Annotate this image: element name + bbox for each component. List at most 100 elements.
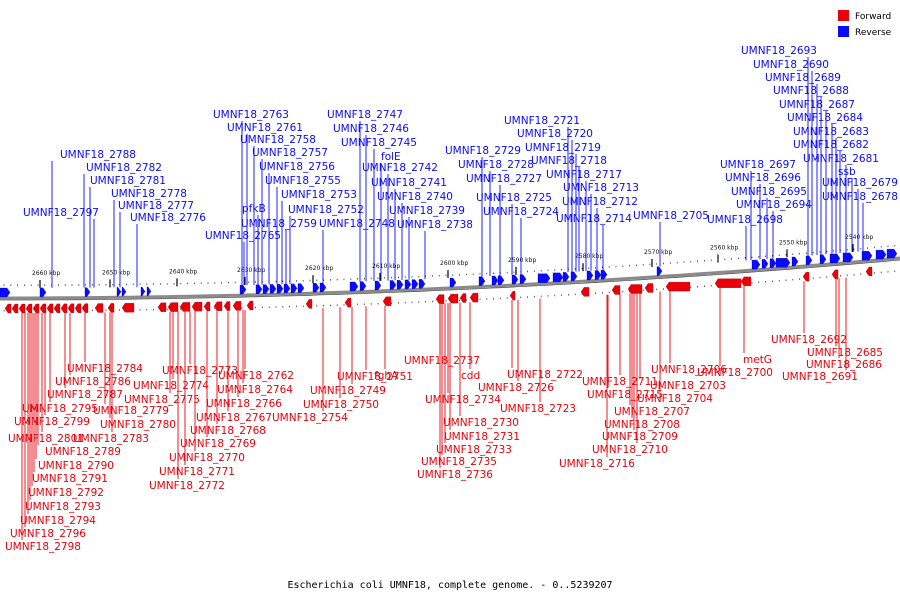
forward-gene-label: UMNF18_2722 xyxy=(507,369,583,381)
forward-gene-label: UMNF18_2707 xyxy=(614,406,690,418)
reverse-gene-arrow xyxy=(861,251,873,261)
reverse-gene-arrow xyxy=(519,274,527,284)
forward-gene-label: UMNF18_2685 xyxy=(807,347,883,359)
reverse-gene-label: UMNF18_2755 xyxy=(265,175,341,187)
tick-label: 2630 kbp xyxy=(237,267,265,274)
reverse-gene-label: UMNF18_2679 xyxy=(822,177,898,189)
forward-gene-arrow xyxy=(67,303,75,313)
reverse-gene-arrow xyxy=(537,273,551,283)
forward-gene-arrow xyxy=(121,303,135,313)
forward-gene-arrow xyxy=(74,303,82,313)
forward-gene-arrow xyxy=(435,294,445,304)
forward-gene-arrow xyxy=(246,300,254,311)
reverse-gene-arrow xyxy=(769,258,777,268)
forward-gene-arrow xyxy=(203,301,211,312)
tick-label: 2600 kbp xyxy=(440,260,468,267)
forward-gene-arrow xyxy=(18,303,26,314)
reverse-gene-arrow xyxy=(121,287,127,297)
forward-gene-label: UMNF18_2766 xyxy=(206,398,282,410)
forward-gene-label: UMNF18_2733 xyxy=(436,444,512,456)
reverse-gene-label: UMNF18_2713 xyxy=(563,182,639,194)
reverse-gene-arrow xyxy=(775,258,791,268)
forward-gene-label: UMNF18_2796 xyxy=(10,528,86,540)
reverse-gene-label: UMNF18_2741 xyxy=(371,177,447,189)
reverse-gene-arrow xyxy=(255,284,263,294)
forward-gene-arrow xyxy=(469,292,479,303)
forward-gene-arrow xyxy=(611,285,621,295)
legend-label-reverse: Reverse xyxy=(855,28,892,38)
reverse-gene-label: UMNF18_2698 xyxy=(707,214,783,226)
tick-label: 2660 kbp xyxy=(32,270,60,277)
forward-gene-label: UMNF18_2786 xyxy=(55,376,131,388)
forward-gene-arrow xyxy=(344,297,352,308)
reverse-gene-arrow xyxy=(805,255,813,266)
forward-gene-label: UMNF18_2762 xyxy=(218,370,294,382)
reverse-gene-arrow xyxy=(594,270,602,280)
forward-gene-label: UMNF18_2787 xyxy=(47,389,123,401)
reverse-gene-arrow xyxy=(586,270,594,281)
reverse-gene-label: UMNF18_2728 xyxy=(458,159,534,171)
forward-gene-label: UMNF18_2779 xyxy=(93,405,169,417)
reverse-gene-label: UMNF18_2759 xyxy=(241,218,317,230)
forward-gene-label: UMNF18_2715 xyxy=(587,389,663,401)
reverse-gene-arrow xyxy=(276,284,284,294)
reverse-gene-arrow xyxy=(656,266,663,276)
forward-gene-label: UMNF18_2793 xyxy=(25,501,101,513)
reverse-gene-arrow xyxy=(491,275,499,286)
reverse-gene-arrow xyxy=(404,279,412,290)
reverse-gene-label: UMNF18_2719 xyxy=(525,142,601,154)
forward-gene-arrow xyxy=(459,293,467,303)
reverse-gene-label: UMNF18_2777 xyxy=(118,200,194,212)
reverse-gene-arrow xyxy=(829,253,841,264)
forward-gene-arrow xyxy=(213,301,223,311)
forward-gene-label: UMNF18_2710 xyxy=(592,444,668,456)
reverse-gene-label: UMNF18_2788 xyxy=(60,149,136,161)
forward-gene-arrow xyxy=(81,303,89,313)
reverse-gene-label: UMNF18_2757 xyxy=(252,147,328,159)
reverse-gene-label: UMNF18_2688 xyxy=(773,85,849,97)
reverse-gene-label: UMNF18_2758 xyxy=(240,134,316,146)
forward-gene-label: UMNF18_2736 xyxy=(417,469,493,481)
reverse-gene-label: UMNF18_2763 xyxy=(213,109,289,121)
reverse-gene-label: UMNF18_2781 xyxy=(90,175,166,187)
reverse-gene-arrow xyxy=(262,284,270,294)
forward-gene-label: UMNF18_2798 xyxy=(5,541,81,553)
forward-gene-label: UMNF18_2686 xyxy=(806,359,882,371)
forward-gene-label: UMNF18_2783 xyxy=(73,433,149,445)
forward-gene-arrow xyxy=(107,303,115,313)
reverse-gene-label: UMNF18_2729 xyxy=(445,145,521,157)
reverse-gene-arrow xyxy=(819,254,827,264)
reverse-gene-arrow xyxy=(562,272,570,282)
reverse-gene-label: UMNF18_2778 xyxy=(111,188,187,200)
reverse-gene-label: UMNF18_2747 xyxy=(327,109,403,121)
forward-gene-label: UMNF18_2734 xyxy=(425,394,501,406)
forward-gene-label: UMNF18_2764 xyxy=(217,384,293,396)
forward-gene-label: UMNF18_2706 xyxy=(651,364,727,376)
reverse-gene-arrow xyxy=(449,277,457,288)
reverse-gene-arrow xyxy=(411,279,419,289)
reverse-gene-label: UMNF18_2689 xyxy=(765,72,841,84)
backbone-shadow xyxy=(0,259,900,301)
forward-gene-label: UMNF18_2691 xyxy=(782,371,858,383)
tick-label: 2590 kbp xyxy=(508,257,536,264)
forward-gene-arrow xyxy=(627,284,643,294)
forward-gene-label: UMNF18_2775 xyxy=(124,394,200,406)
forward-gene-label: UMNF18_2750 xyxy=(303,399,379,411)
reverse-gene-label: UMNF18_2690 xyxy=(753,59,829,71)
reverse-gene-arrow xyxy=(283,283,291,294)
reverse-gene-label: UMNF18_2693 xyxy=(741,45,817,57)
reverse-gene-arrow xyxy=(842,252,854,263)
forward-gene-label: UMNF18_2716 xyxy=(559,458,635,470)
forward-gene-label: UMNF18_2723 xyxy=(500,403,576,415)
reverse-gene-arrow xyxy=(269,284,277,294)
reverse-gene-label: UMNF18_2681 xyxy=(803,153,879,165)
reverse-gene-arrow xyxy=(600,270,608,280)
forward-gene-arrow xyxy=(60,303,68,313)
reverse-gene-label: UMNF18_2695 xyxy=(731,186,807,198)
legend-swatch-forward xyxy=(838,10,849,21)
forward-gene-label: UMNF18_2726 xyxy=(478,382,554,394)
caption-text: Escherichia coli UMNF18, complete genome… xyxy=(287,580,612,591)
reverse-gene-arrow xyxy=(39,287,47,298)
reverse-gene-label: UMNF18_2687 xyxy=(779,99,855,111)
